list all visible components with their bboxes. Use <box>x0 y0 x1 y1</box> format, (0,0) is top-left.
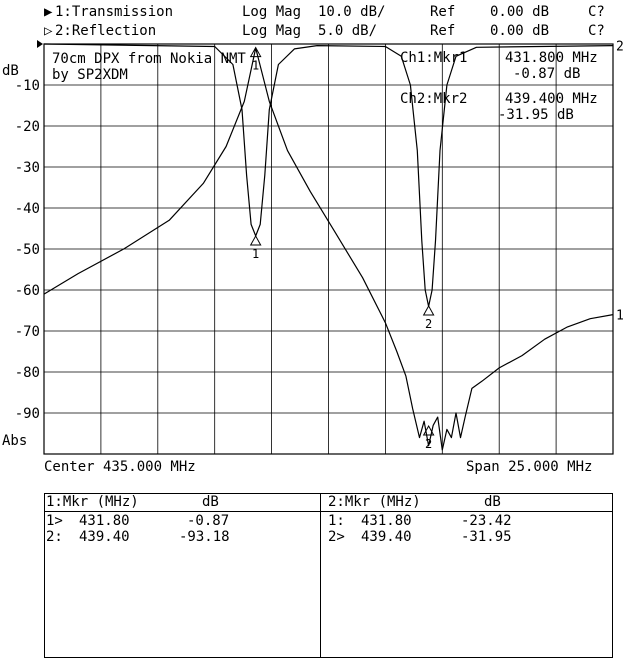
y-axis-unit-label: dB <box>2 63 19 79</box>
trace2-format[interactable]: Log Mag <box>242 23 302 39</box>
row-value: -93.18 <box>179 529 230 545</box>
marker-triangle <box>422 304 435 316</box>
y-axis-ticks: -10 -20 -30 -40 -50 -60 -70 -80 -90 <box>15 78 40 422</box>
table-header-title: 2:Mkr (MHz) <box>328 494 421 510</box>
marker-triangle <box>249 235 262 246</box>
y-tick-label: -40 <box>15 201 40 217</box>
y-tick-label: -20 <box>15 119 40 135</box>
row-frequency: 439.40 <box>79 529 130 545</box>
trace2-ref-label: Ref <box>430 23 456 39</box>
row-frequency: 439.40 <box>361 529 412 545</box>
row-frequency: 431.80 <box>79 513 130 529</box>
trace2-label[interactable]: 2:Reflection <box>55 23 157 39</box>
y-tick-label: -70 <box>15 324 40 340</box>
marker-number-label: 1 <box>252 59 259 73</box>
marker-readout-2-title: Ch2:Mkr2 <box>400 91 468 107</box>
row-marker-id: 2: <box>46 529 63 545</box>
marker-table-trace1: 1:Mkr (MHz) dB 1> 431.80 -0.87 2: 439.40… <box>44 493 321 658</box>
trace1-ref-value[interactable]: 0.00 dB <box>490 4 550 20</box>
table-header-unit: dB <box>484 494 501 510</box>
marker-readout-1-freq: 431.800 MHz <box>505 50 598 66</box>
marker-table-header: 2:Mkr (MHz) dB <box>321 494 612 512</box>
marker-triangle <box>249 46 262 58</box>
y-tick-label: -10 <box>15 78 40 94</box>
center-frequency[interactable]: Center 435.000 MHz <box>44 459 196 475</box>
trace-end-label: 1 <box>616 309 624 324</box>
marker-table-trace2: 2:Mkr (MHz) dB 1: 431.80 -23.42 2> 439.4… <box>320 493 613 658</box>
row-value: -0.87 <box>187 513 230 529</box>
y-tick-label: -50 <box>15 242 40 258</box>
y-tick-label: -80 <box>15 365 40 381</box>
reference-position-arrow <box>37 40 43 48</box>
trace1-scale[interactable]: 10.0 dB/ <box>318 4 386 20</box>
trace2-scale[interactable]: 5.0 dB/ <box>318 23 378 39</box>
y-tick-label: -30 <box>15 160 40 176</box>
y-tick-label: -90 <box>15 406 40 422</box>
row-frequency: 431.80 <box>361 513 412 529</box>
row-marker-id: 1: <box>328 513 345 529</box>
marker-readout-2-freq: 439.400 MHz <box>505 91 598 107</box>
annotation-line-2: by SP2XDM <box>52 67 128 83</box>
row-marker-id: 2> <box>328 529 345 545</box>
trace1-label[interactable]: 1:Transmission <box>55 4 174 20</box>
display-mode-label: Abs <box>2 433 28 449</box>
trace-end-label: 2 <box>616 40 624 55</box>
y-tick-label: -60 <box>15 283 40 299</box>
marker-readout-1-value: -0.87 dB <box>513 66 581 82</box>
row-value: -23.42 <box>461 513 512 529</box>
marker-number-label: 2 <box>425 317 432 331</box>
span-frequency[interactable]: Span 25.000 MHz <box>466 459 593 475</box>
row-marker-id: 1> <box>46 513 63 529</box>
marker-triangle <box>422 425 435 436</box>
plot-traces: 12 <box>43 40 624 451</box>
plot-markers: 1 2 1 2 <box>249 46 435 451</box>
trace-line-2 <box>43 43 614 307</box>
marker-number-label: 1 <box>252 247 259 261</box>
trace1-format[interactable]: Log Mag <box>242 4 302 20</box>
plot-grid <box>37 40 614 455</box>
trace2-ref-value[interactable]: 0.00 dB <box>490 23 550 39</box>
trace2-marker: ▷ <box>44 23 53 39</box>
marker-readout-2-value: -31.95 dB <box>498 107 574 123</box>
trace2-correction-flag: C? <box>588 23 605 39</box>
row-value: -31.95 <box>461 529 512 545</box>
marker-table-header: 1:Mkr (MHz) dB <box>45 494 320 512</box>
marker-readout-1-title: Ch1:Mkr1 <box>400 50 468 66</box>
table-header-unit: dB <box>202 494 219 510</box>
table-header-title: 1:Mkr (MHz) <box>46 494 139 510</box>
marker-number-label: 2 <box>425 437 432 451</box>
trace1-correction-flag: C? <box>588 4 605 20</box>
trace1-active-marker: ▶ <box>44 4 53 20</box>
trace1-ref-label: Ref <box>430 4 456 20</box>
annotation-line-1: 70cm DPX from Nokia NMT <box>52 51 246 67</box>
